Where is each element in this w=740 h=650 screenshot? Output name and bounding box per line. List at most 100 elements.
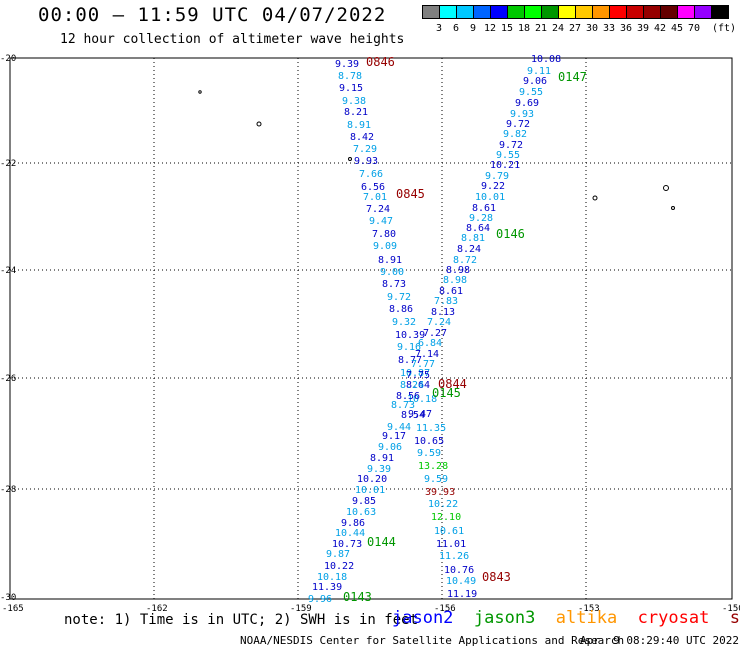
- wave-height-label: 9.82: [503, 129, 527, 140]
- scale-label: 33: [602, 23, 616, 34]
- pass-time-label: 0146: [496, 227, 525, 241]
- scale-label: 18: [517, 23, 531, 34]
- wave-height-label: 10.21: [490, 160, 520, 171]
- wave-height-label: 9.16: [397, 342, 421, 353]
- wave-height-label: 9.11: [527, 66, 551, 77]
- wave-height-label: 9.69: [515, 98, 539, 109]
- wave-height-label: 7.24: [427, 317, 451, 328]
- scale-label: 3: [435, 23, 443, 34]
- wave-height-label: 8.42: [350, 132, 374, 143]
- pass-time-label: 0843: [482, 570, 511, 584]
- wave-height-label: 9.15: [339, 83, 363, 94]
- wave-height-label: 9.85: [352, 496, 376, 507]
- pass-time-label: 0845: [396, 187, 425, 201]
- wave-height-label: 11.26: [439, 551, 469, 562]
- wave-height-label: 12.10: [431, 512, 461, 523]
- generation-timestamp: Apr 9 08:29:40 UTC 2022: [580, 634, 739, 647]
- wave-height-label: 10.76: [444, 565, 474, 576]
- wave-height-label: 10.01: [475, 192, 505, 203]
- island-outline: [592, 195, 598, 201]
- scale-label: 9: [469, 23, 477, 34]
- scale-label: 30: [585, 23, 599, 34]
- island-outline: [256, 121, 262, 127]
- wave-height-label: 10.49: [446, 576, 476, 587]
- wave-height-label: 9.06: [523, 76, 547, 87]
- pass-time-label: 0844: [438, 377, 467, 391]
- lat-label: -24: [0, 266, 16, 276]
- altimeter-tracks: 9.398.789.159.388.218.918.427.299.937.66…: [308, 54, 561, 605]
- wave-height-label: 10.18: [317, 572, 347, 583]
- lat-label: -22: [0, 159, 16, 169]
- wave-height-label: 9.06: [378, 442, 402, 453]
- wave-height-label: 11.35: [416, 423, 446, 434]
- lon-label: -165: [2, 604, 24, 614]
- wave-height-label: 39.93: [425, 487, 455, 498]
- wave-height-label: 9.47: [408, 409, 432, 420]
- wave-height-label: 10.22: [324, 561, 354, 572]
- satellite-legend: jason2 jason3 altika cryosat s3a: [392, 608, 740, 628]
- wave-height-label: 13.28: [418, 461, 448, 472]
- wave-height-label: 9.00: [380, 267, 404, 278]
- wave-height-label: 9.28: [469, 213, 493, 224]
- wave-height-label: 9.86: [341, 518, 365, 529]
- scale-unit: (ft): [712, 23, 737, 34]
- legend-jason2: jason2: [392, 608, 474, 628]
- wave-height-label: 7.14: [415, 349, 439, 360]
- lon-label: -162: [146, 604, 168, 614]
- wave-height-label: 8.24: [457, 244, 481, 255]
- legend-jason3: jason3: [473, 608, 556, 628]
- wave-height-label: 8.91: [347, 120, 371, 131]
- wave-height-label: 7.83: [434, 296, 458, 307]
- wave-height-label: 11.39: [312, 582, 342, 593]
- lat-lon-grid: [9, 57, 733, 600]
- wave-height-label: 9.39: [367, 464, 391, 475]
- wave-height-label: 9.17: [382, 431, 406, 442]
- scale-label: 45: [670, 23, 684, 34]
- wave-height-label: 8.91: [378, 255, 402, 266]
- wave-height-label: 7.77: [411, 359, 435, 370]
- map-frame: [9, 57, 733, 600]
- wave-height-label: 9.93: [354, 156, 378, 167]
- legend-altika: altika: [555, 608, 638, 628]
- wave-height-label: 8.98: [443, 275, 467, 286]
- wave-height-label: 10.44: [335, 528, 365, 539]
- pass-time-label: 0144: [367, 535, 396, 549]
- wave-height-label: 9.32: [392, 317, 416, 328]
- island-outline: [671, 206, 675, 210]
- lon-label: -159: [290, 604, 312, 614]
- island-outline: [198, 90, 202, 94]
- wave-height-label: 10.73: [332, 539, 362, 550]
- wave-height-label: 10.63: [346, 507, 376, 518]
- wave-height-label: 10.39: [395, 330, 425, 341]
- axis-labels: -20 -22 -24 -26 -28 -30-165 -162 -159 -156 -153 -1…: [0, 54, 740, 614]
- wave-height-label: 8.13: [431, 307, 455, 318]
- wave-height-label: 6.56: [361, 182, 385, 193]
- wave-height-label: 8.24: [400, 380, 424, 391]
- islands: [198, 90, 675, 210]
- wave-height-label: 8.72: [453, 255, 477, 266]
- lat-label: -26: [0, 374, 16, 384]
- pass-time-label: 0143: [343, 590, 372, 604]
- wave-height-label: 7.24: [366, 204, 390, 215]
- lat-label: -30: [0, 593, 16, 603]
- pass-time-label: 0147: [558, 70, 587, 84]
- scale-swatch: [711, 5, 729, 19]
- wave-height-label: 9.87: [326, 549, 350, 560]
- wave-height-label: 7.80: [372, 229, 396, 240]
- credit-line: NOAA/NESDIS Center for Satellite Applica…: [240, 634, 625, 647]
- scale-label: 6: [452, 23, 460, 34]
- wave-height-label: 9.22: [481, 181, 505, 192]
- map-title: 00:00 – 11:59 UTC 04/07/2022: [38, 4, 387, 26]
- wave-height-label: 8.73: [391, 400, 415, 411]
- wave-height-label: 9.55: [496, 150, 520, 161]
- pass-time-label: 0846: [366, 55, 395, 69]
- wave-height-label: 10.87: [400, 368, 430, 379]
- wave-height-label: 9.59: [424, 474, 448, 485]
- wave-height-label: 9.44: [387, 422, 411, 433]
- wave-height-label: 10.08: [531, 54, 561, 65]
- scale-label: 42: [653, 23, 667, 34]
- lat-label: -28: [0, 485, 16, 495]
- wave-height-label: 8.54: [401, 410, 425, 421]
- scale-label: 15: [500, 23, 514, 34]
